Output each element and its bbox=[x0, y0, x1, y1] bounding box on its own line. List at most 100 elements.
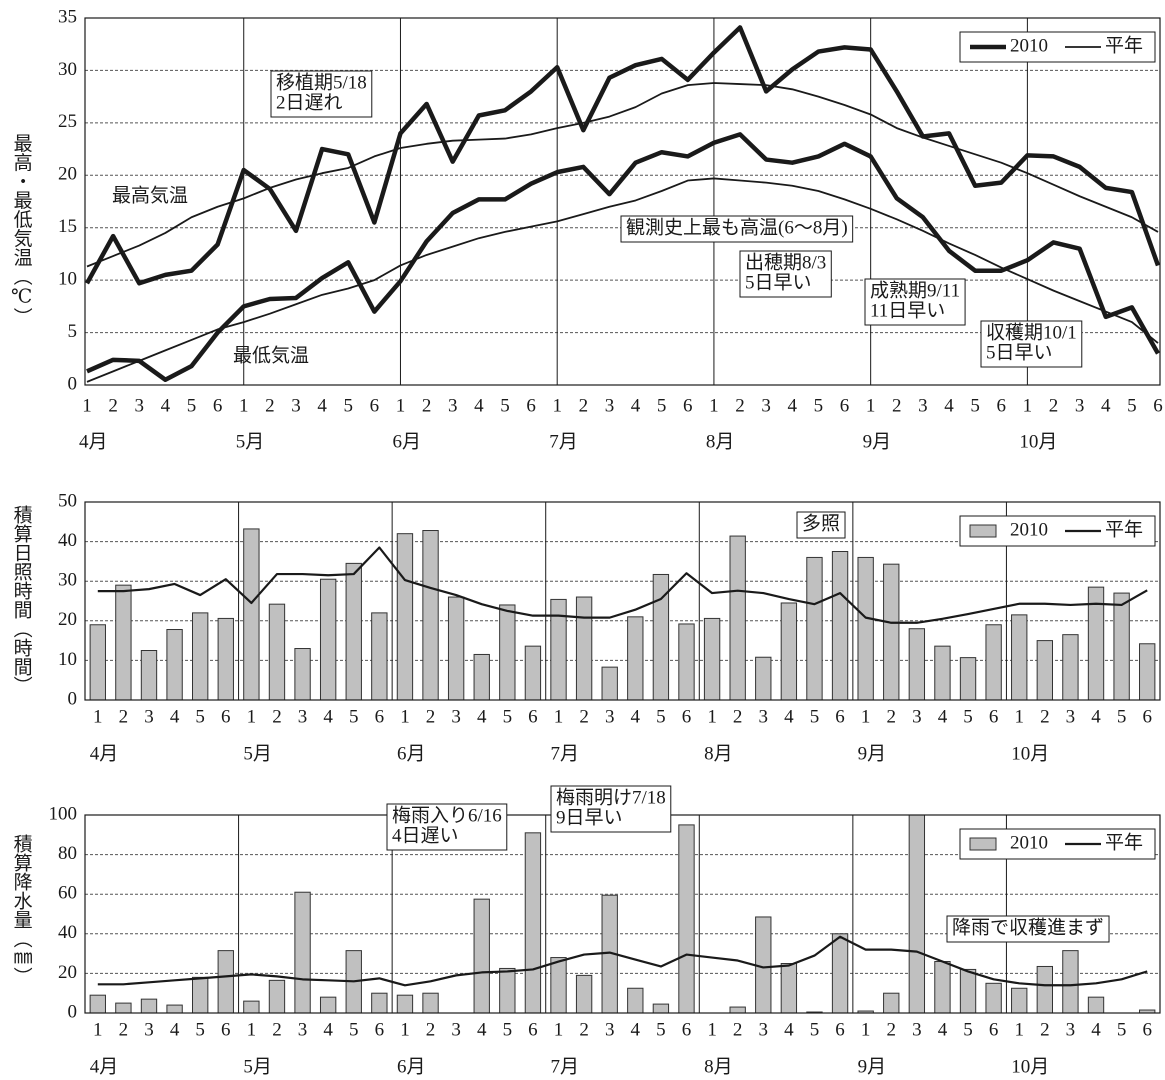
annotation-text: 出穂期8/3 bbox=[745, 251, 826, 273]
y-tick-label: 30 bbox=[58, 59, 77, 80]
bar bbox=[780, 602, 798, 701]
annotation-text: 降雨で収穫進まず bbox=[952, 916, 1104, 938]
x-tick-label: 1 bbox=[239, 395, 249, 416]
x-tick-label: 4 bbox=[323, 706, 333, 727]
month-label: 8月 bbox=[704, 1056, 733, 1077]
x-tick-label: 1 bbox=[400, 1019, 410, 1040]
bar bbox=[652, 1003, 670, 1014]
bar bbox=[371, 992, 388, 1014]
x-tick-label: 5 bbox=[963, 1019, 973, 1040]
annotation-text: 4日遅い bbox=[392, 825, 459, 846]
bar bbox=[243, 1000, 260, 1014]
x-tick-label: 3 bbox=[605, 395, 615, 416]
bar bbox=[345, 562, 362, 701]
x-tick-label: 4 bbox=[784, 706, 794, 727]
month-label: 10月 bbox=[1019, 431, 1057, 452]
x-tick-label: 2 bbox=[119, 706, 129, 727]
x-tick-label: 2 bbox=[426, 1019, 436, 1040]
month-label: 7月 bbox=[549, 431, 578, 452]
annotation-text: 多照 bbox=[802, 512, 840, 534]
bar bbox=[192, 612, 209, 701]
x-tick-label: 4 bbox=[1091, 1019, 1101, 1040]
x-tick-label: 4 bbox=[170, 1019, 180, 1040]
x-tick-label: 1 bbox=[1023, 395, 1033, 416]
bar bbox=[550, 957, 567, 1014]
annotation-box bbox=[739, 250, 832, 298]
annotation-text: 観測史上最も高温(6～8月) bbox=[626, 216, 848, 238]
x-tick-label: 5 bbox=[500, 395, 510, 416]
x-tick-label: 1 bbox=[1014, 1019, 1024, 1040]
x-tick-label: 6 bbox=[221, 1019, 231, 1040]
high-temp-line bbox=[86, 82, 1159, 268]
month-label: 5月 bbox=[236, 431, 265, 452]
bar bbox=[422, 992, 439, 1014]
annotation: 多照 bbox=[796, 511, 846, 539]
annotation-box bbox=[620, 215, 854, 243]
x-tick-label: 1 bbox=[861, 1019, 871, 1040]
x-tick-label: 6 bbox=[375, 706, 385, 727]
x-tick-label: 3 bbox=[291, 395, 301, 416]
x-tick-label: 6 bbox=[1142, 706, 1152, 727]
legend-label: 2010 bbox=[1010, 519, 1048, 540]
x-tick-label: 4 bbox=[631, 706, 641, 727]
bar bbox=[575, 974, 593, 1014]
x-tick-label: 6 bbox=[683, 395, 693, 416]
month-label: 4月 bbox=[79, 431, 108, 452]
x-tick-label: 1 bbox=[396, 395, 406, 416]
x-tick-label: 4 bbox=[784, 1019, 794, 1040]
bar bbox=[140, 650, 158, 701]
x-tick-label: 2 bbox=[119, 1019, 129, 1040]
bar bbox=[755, 656, 772, 701]
y-tick-label: 0 bbox=[68, 1001, 78, 1022]
x-tick-label: 5 bbox=[963, 706, 973, 727]
x-tick-label: 3 bbox=[451, 1019, 461, 1040]
annotation-box bbox=[946, 915, 1110, 943]
x-tick-label: 1 bbox=[247, 1019, 257, 1040]
normal-line bbox=[97, 546, 1148, 624]
x-tick-label: 4 bbox=[477, 706, 487, 727]
bar bbox=[1011, 987, 1028, 1014]
x-tick-label: 1 bbox=[866, 395, 876, 416]
x-tick-label: 6 bbox=[835, 1019, 845, 1040]
x-tick-label: 2 bbox=[108, 395, 118, 416]
x-tick-label: 5 bbox=[195, 706, 205, 727]
bar bbox=[550, 598, 567, 701]
x-tick-label: 1 bbox=[554, 706, 564, 727]
x-tick-label: 6 bbox=[682, 706, 692, 727]
x-tick-label: 1 bbox=[552, 395, 562, 416]
x-tick-label: 2 bbox=[265, 395, 275, 416]
bar bbox=[1062, 950, 1079, 1014]
month-label: 5月 bbox=[243, 1056, 272, 1077]
x-tick-label: 1 bbox=[1014, 706, 1024, 727]
x-tick-label: 3 bbox=[298, 706, 308, 727]
legend-swatch bbox=[969, 837, 997, 851]
bar bbox=[243, 528, 260, 701]
x-tick-label: 6 bbox=[989, 706, 999, 727]
x-tick-label: 4 bbox=[938, 1019, 948, 1040]
x-tick-label: 6 bbox=[528, 706, 538, 727]
bar bbox=[678, 623, 695, 701]
annotation-text: 梅雨入り6/16 bbox=[392, 804, 502, 826]
bar bbox=[806, 556, 823, 701]
bar bbox=[985, 982, 1002, 1014]
month-label: 4月 bbox=[90, 1056, 119, 1077]
bar bbox=[499, 967, 516, 1014]
annotation: 降雨で収穫進まず bbox=[946, 915, 1110, 943]
x-tick-label: 3 bbox=[448, 395, 458, 416]
x-tick-label: 1 bbox=[400, 706, 410, 727]
annotation-box bbox=[796, 511, 846, 539]
x-tick-label: 5 bbox=[503, 1019, 513, 1040]
y-axis-label: 積算日照時間（時間） bbox=[11, 505, 33, 695]
month-label: 5月 bbox=[243, 743, 272, 764]
annotation-text: 成熟期9/11 bbox=[870, 279, 960, 301]
x-tick-label: 6 bbox=[375, 1019, 385, 1040]
annotation-text: 11日早い bbox=[870, 300, 945, 321]
bar bbox=[1087, 996, 1105, 1014]
x-tick-label: 6 bbox=[370, 395, 380, 416]
month-label: 9月 bbox=[858, 743, 887, 764]
x-tick-label: 5 bbox=[187, 395, 197, 416]
month-label: 6月 bbox=[397, 1056, 426, 1077]
x-tick-label: 4 bbox=[170, 706, 180, 727]
bar bbox=[934, 645, 951, 701]
x-tick-label: 3 bbox=[134, 395, 144, 416]
